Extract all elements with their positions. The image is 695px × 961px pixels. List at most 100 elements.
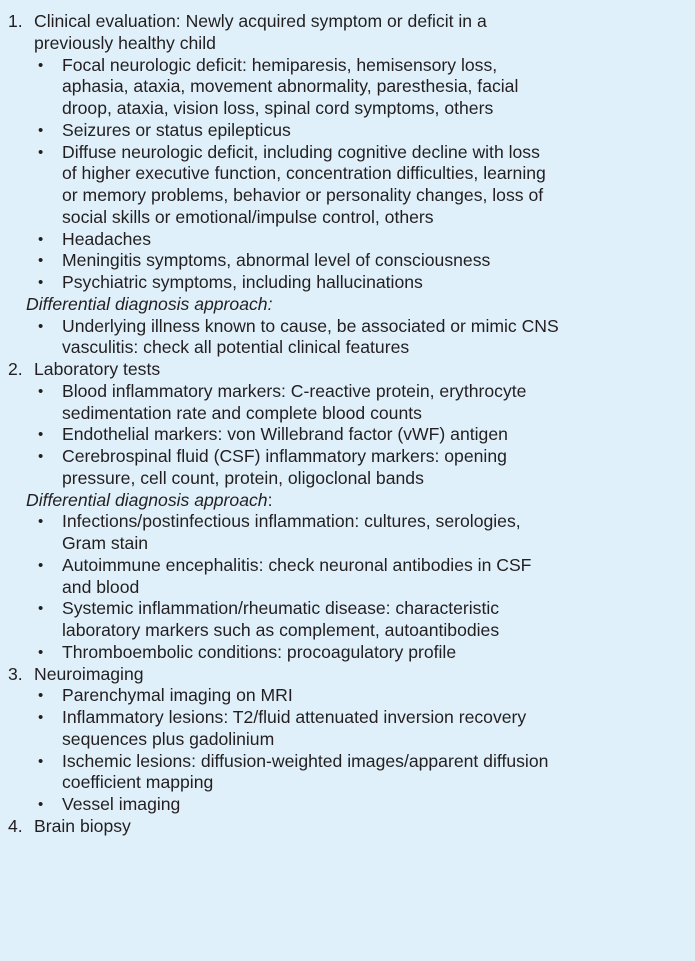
bullet-line: • Thromboembolic conditions: procoagulato…: [8, 642, 687, 664]
bullet-text-continuation: social skills or emotional/impulse contr…: [62, 206, 434, 227]
bullet-item: • Blood inflammatory markers: C-reactive …: [8, 381, 687, 425]
bullet-line: • Infections/postinfectious inflammation:…: [8, 511, 687, 533]
bullet-text: Cerebrospinal fluid (CSF) inflammatory m…: [62, 446, 507, 466]
bullet-text-continuation: or memory problems, behavior or personal…: [62, 185, 544, 205]
bullet-text: Underlying illness known to cause, be as…: [62, 315, 559, 336]
bullet-marker: •: [38, 556, 44, 574]
bullet-line: • Parenchymal imaging on MRI: [8, 685, 687, 707]
bullet-item: • Vessel imaging: [8, 794, 687, 816]
bullet-marker: •: [38, 143, 44, 161]
bullet-text: Thromboembolic conditions: procoagulator…: [62, 641, 457, 662]
bullet-marker: •: [38, 274, 44, 291]
section-heading-text: Clinical evaluation: Newly acquired symp…: [34, 11, 487, 31]
bullet-text: Infections/postinfectious inflammation: …: [62, 511, 521, 532]
bullet-text: Vessel imaging: [62, 794, 181, 814]
bullet-text: Ischemic lesions: diffusion-weighted ima…: [62, 750, 549, 771]
bullet-text-continuation: sedimentation rate and complete blood co…: [62, 402, 422, 423]
numbered-list: 1. Clinical evaluation: Newly acquired sy…: [8, 11, 687, 838]
bullet-item: • Parenchymal imaging on MRI: [8, 685, 687, 707]
bullet-text: Diffuse neurologic deficit, including co…: [62, 141, 540, 162]
differential-bullet-item: • Underlying illness known to cause, be a…: [8, 316, 687, 360]
bullet-marker: •: [38, 513, 44, 531]
bullet-text-continuation: laboratory markers such as complement, a…: [62, 620, 500, 640]
section-number: 3.: [8, 663, 23, 684]
section-number: 2.: [8, 359, 23, 379]
bullet-text-continuation: sequences plus gadolinium: [62, 728, 275, 749]
bullet-line: • Diffuse neurologic deficit, including c…: [8, 142, 687, 164]
bullet-line: • Psychiatric symptoms, including halluci…: [8, 272, 687, 294]
differential-diagnosis-label: Differential diagnosis approach:: [8, 294, 687, 316]
bullet-line: • Blood inflammatory markers: C-reactive …: [8, 381, 687, 403]
bullet-marker: •: [38, 687, 44, 705]
bullet-line: • Seizures or status epilepticus: [8, 120, 687, 142]
differential-label-text: Differential diagnosis approach:: [26, 293, 273, 314]
bullet-text: Blood inflammatory markers: C-reactive p…: [62, 380, 527, 401]
bullet-line: • Systemic inflammation/rheumatic disease…: [8, 598, 687, 620]
bullet-text: Psychiatric symptoms, including hallucin…: [62, 272, 423, 292]
bullet-line: • Vessel imaging: [8, 794, 687, 816]
bullet-item: • Focal neurologic deficit: hemiparesis, …: [8, 55, 687, 120]
bullet-text: Inflammatory lesions: T2/fluid attenuate…: [62, 707, 527, 727]
bullet-item: • Headaches: [8, 229, 687, 251]
bullet-line: • Meningitis symptoms, abnormal level of …: [8, 250, 687, 272]
bullet-text: Focal neurologic deficit: hemiparesis, h…: [62, 54, 498, 75]
bullet-marker: •: [38, 643, 44, 661]
bullet-text: Seizures or status epilepticus: [62, 119, 291, 140]
differential-bullet-item: • Systemic inflammation/rheumatic disease…: [8, 598, 687, 642]
bullet-marker: •: [38, 121, 44, 139]
bullet-line: • Headaches: [8, 229, 687, 251]
bullet-marker: •: [38, 426, 44, 444]
bullet-line: • Focal neurologic deficit: hemiparesis, …: [8, 55, 687, 77]
differential-bullet-item: • Infections/postinfectious inflammation:…: [8, 511, 687, 555]
differential-diagnosis-label: Differential diagnosis approach:: [8, 490, 687, 512]
bullet-item: • Endothelial markers: von Willebrand fac…: [8, 424, 687, 446]
list-section-2: 2. Laboratory tests • Blood inflammatory ma…: [8, 359, 687, 664]
bullet-line: • Ischemic lesions: diffusion-weighted im…: [8, 751, 687, 773]
differential-label-text: Differential diagnosis approach: [26, 489, 268, 510]
bullet-line: • Inflammatory lesions: T2/fluid attenuat…: [8, 707, 687, 729]
bullet-text: Systemic inflammation/rheumatic disease:…: [62, 598, 500, 619]
section-heading-text: Laboratory tests: [34, 359, 161, 379]
bullet-line: • Underlying illness known to cause, be a…: [8, 316, 687, 338]
section-heading: 1. Clinical evaluation: Newly acquired sy…: [8, 11, 687, 33]
bullet-text-continuation: aphasia, ataxia, movement abnormality, p…: [62, 76, 519, 97]
bullet-text-continuation: vasculitis: check all potential clinical…: [62, 337, 410, 358]
bullet-text-continuation: coefficient mapping: [62, 772, 214, 793]
section-heading: 3. Neuroimaging: [8, 664, 687, 686]
bullet-marker: •: [38, 796, 44, 813]
bullet-line: • Autoimmune encephalitis: check neuronal…: [8, 555, 687, 577]
bullet-marker: •: [38, 252, 44, 270]
bullet-item: • Meningitis symptoms, abnormal level of …: [8, 250, 687, 272]
bullet-marker: •: [38, 382, 44, 400]
bullet-line: • Endothelial markers: von Willebrand fac…: [8, 424, 687, 446]
bullet-marker: •: [38, 600, 44, 618]
bullet-text: Autoimmune encephalitis: check neuronal …: [62, 554, 532, 575]
bullet-marker: •: [38, 448, 44, 465]
section-heading: 4. Brain biopsy: [8, 816, 687, 838]
bullet-marker: •: [38, 317, 44, 335]
bullet-marker: •: [38, 56, 44, 74]
section-heading-text: Neuroimaging: [34, 663, 144, 684]
list-section-1: 1. Clinical evaluation: Newly acquired sy…: [8, 11, 687, 359]
bullet-text-continuation: Gram stain: [62, 533, 149, 553]
bullet-text-continuation: of higher executive function, concentrat…: [62, 163, 546, 184]
bullet-text: Endothelial markers: von Willebrand fact…: [62, 424, 508, 445]
bullet-marker: •: [38, 230, 44, 248]
bullet-item: • Psychiatric symptoms, including halluci…: [8, 272, 687, 294]
section-number: 4.: [8, 815, 23, 836]
bullet-item: • Ischemic lesions: diffusion-weighted im…: [8, 751, 687, 795]
section-heading: 2. Laboratory tests: [8, 359, 687, 381]
bullet-item: • Cerebrospinal fluid (CSF) inflammatory …: [8, 446, 687, 490]
bullet-marker: •: [38, 709, 44, 726]
bullet-line: • Cerebrospinal fluid (CSF) inflammatory …: [8, 446, 687, 468]
bullet-marker: •: [38, 752, 44, 770]
bullet-text-continuation: and blood: [62, 576, 140, 597]
bullet-text: Meningitis symptoms, abnormal level of c…: [62, 250, 491, 271]
bullet-item: • Seizures or status epilepticus: [8, 120, 687, 142]
differential-bullet-item: • Thromboembolic conditions: procoagulato…: [8, 642, 687, 664]
bullet-item: • Diffuse neurologic deficit, including c…: [8, 142, 687, 229]
list-section-3: 3. Neuroimaging • Parenchymal imaging on MR…: [8, 664, 687, 816]
bullet-text: Headaches: [62, 228, 152, 249]
bullet-text: Parenchymal imaging on MRI: [62, 685, 293, 706]
